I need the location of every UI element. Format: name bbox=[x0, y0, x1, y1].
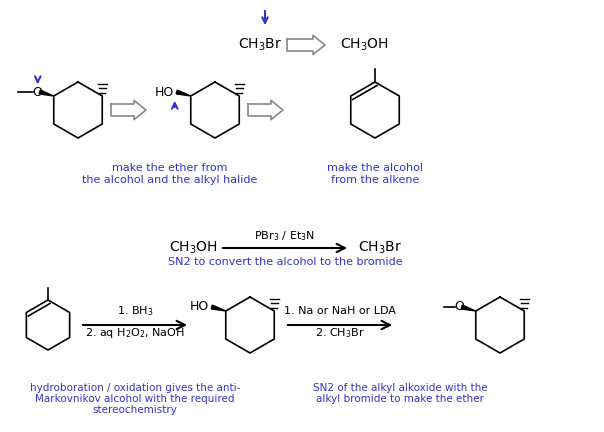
Polygon shape bbox=[211, 305, 226, 311]
Text: HO: HO bbox=[190, 301, 210, 314]
Polygon shape bbox=[461, 305, 476, 311]
Text: CH$_3$OH: CH$_3$OH bbox=[169, 240, 217, 256]
Text: make the alcohol: make the alcohol bbox=[327, 163, 423, 173]
Text: PBr$_3$ / Et$_3$N: PBr$_3$ / Et$_3$N bbox=[254, 229, 315, 243]
Text: alkyl bromide to make the ether: alkyl bromide to make the ether bbox=[316, 394, 484, 404]
Text: the alcohol and the alkyl halide: the alcohol and the alkyl halide bbox=[82, 175, 258, 185]
Polygon shape bbox=[111, 100, 146, 120]
Text: 1. Na or NaH or LDA: 1. Na or NaH or LDA bbox=[284, 306, 396, 316]
Polygon shape bbox=[287, 35, 325, 54]
Text: CH$_3$Br: CH$_3$Br bbox=[238, 37, 282, 53]
Text: 2. aq H$_2$O$_2$, NaOH: 2. aq H$_2$O$_2$, NaOH bbox=[85, 326, 185, 340]
Text: SN2 of the alkyl alkoxide with the: SN2 of the alkyl alkoxide with the bbox=[313, 383, 487, 393]
Polygon shape bbox=[248, 100, 283, 120]
Text: CH$_3$Br: CH$_3$Br bbox=[358, 240, 402, 256]
Text: make the ether from: make the ether from bbox=[112, 163, 228, 173]
Text: 2. CH$_3$Br: 2. CH$_3$Br bbox=[315, 326, 365, 340]
Text: 1. BH$_3$: 1. BH$_3$ bbox=[117, 304, 153, 318]
Text: HO: HO bbox=[155, 86, 175, 98]
Text: hydroboration / oxidation gives the anti-: hydroboration / oxidation gives the anti… bbox=[30, 383, 240, 393]
Text: stereochemistry: stereochemistry bbox=[92, 405, 178, 415]
Text: from the alkene: from the alkene bbox=[331, 175, 419, 185]
Text: CH$_3$OH: CH$_3$OH bbox=[339, 37, 388, 53]
Text: O: O bbox=[454, 301, 464, 314]
Text: O: O bbox=[32, 86, 42, 98]
Text: SN2 to convert the alcohol to the bromide: SN2 to convert the alcohol to the bromid… bbox=[168, 257, 402, 267]
Polygon shape bbox=[39, 90, 54, 96]
Polygon shape bbox=[176, 90, 191, 96]
Text: Markovnikov alcohol with the required: Markovnikov alcohol with the required bbox=[35, 394, 235, 404]
